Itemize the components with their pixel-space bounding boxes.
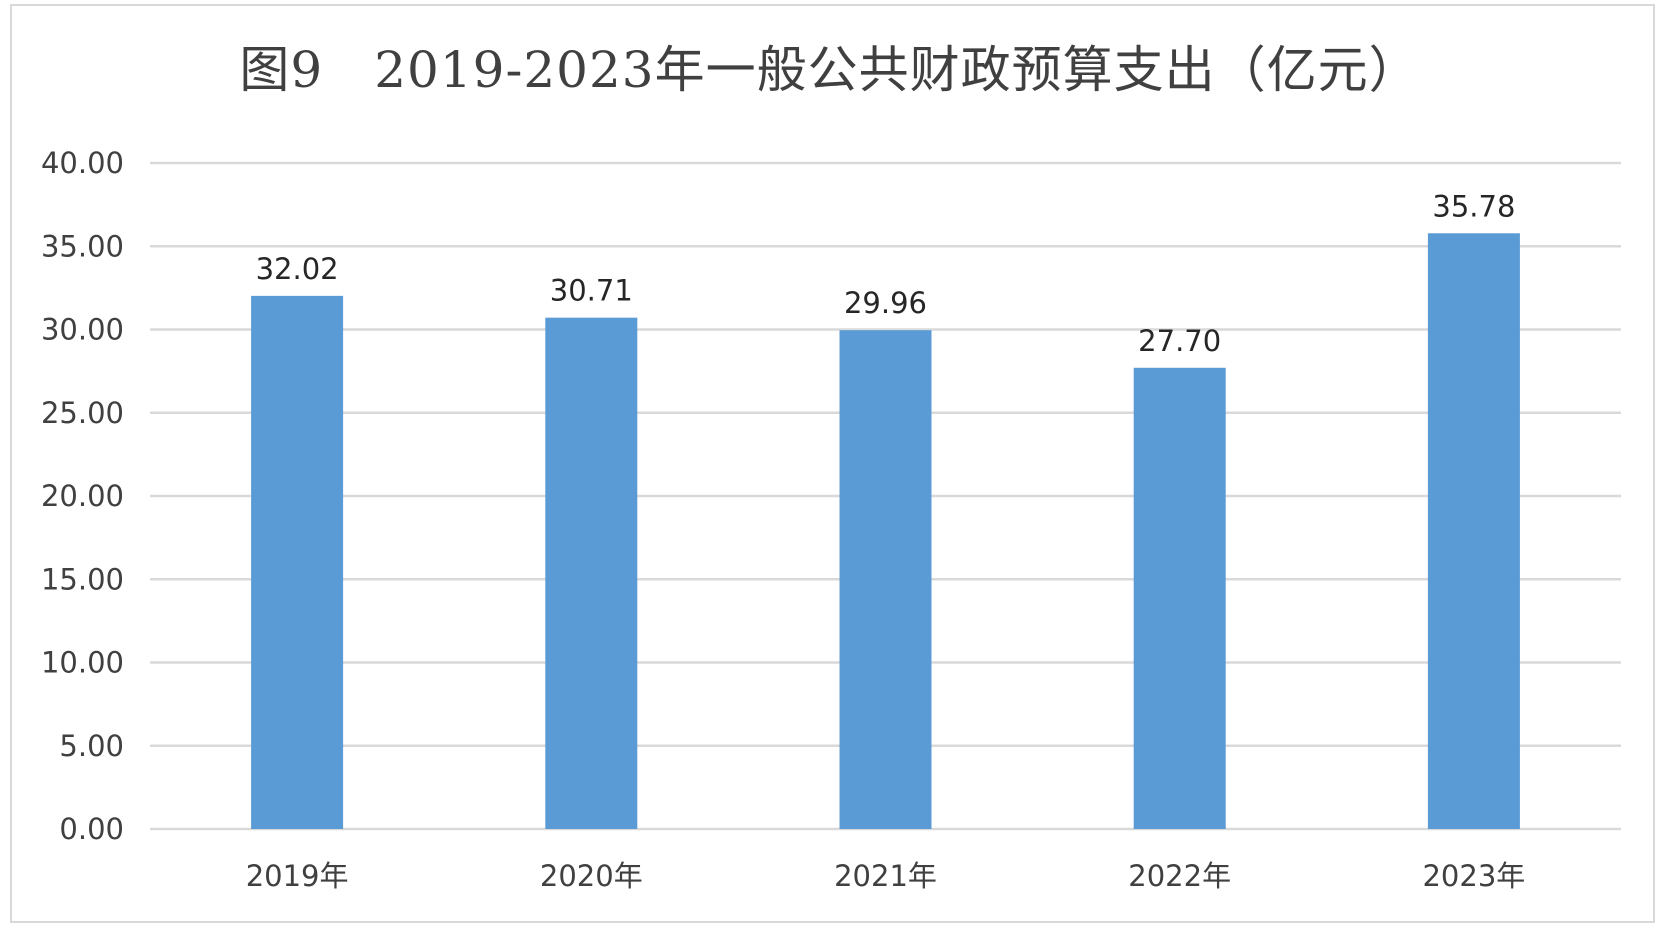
data-label: 35.78 — [1432, 189, 1515, 223]
y-tick-label: 15.00 — [41, 562, 124, 596]
x-tick-label: 2019年 — [246, 859, 349, 893]
x-axis-ticks: 2019年 2020年 2021年 2022年 2023年 — [246, 859, 1526, 893]
y-axis-ticks: 0.00 5.00 10.00 15.00 20.00 25.00 30.00 35.00 40… — [41, 146, 124, 846]
y-tick-label: 20.00 — [41, 479, 124, 513]
bars — [251, 233, 1520, 829]
x-tick-label: 2020年 — [540, 859, 643, 893]
y-tick-label: 25.00 — [41, 396, 124, 430]
bar — [545, 317, 638, 829]
x-tick-label: 2021年 — [834, 859, 937, 893]
x-tick-label: 2022年 — [1128, 859, 1231, 893]
bar — [839, 330, 932, 829]
y-tick-label: 10.00 — [41, 646, 124, 680]
x-tick-label: 2023年 — [1422, 859, 1525, 893]
bar — [251, 295, 344, 829]
y-tick-label: 0.00 — [59, 812, 124, 846]
y-tick-label: 5.00 — [59, 729, 124, 763]
y-tick-label: 40.00 — [41, 146, 124, 180]
data-label: 32.02 — [256, 252, 339, 286]
data-labels: 32.02 30.71 29.96 27.70 35.78 — [256, 189, 1516, 358]
data-label: 30.71 — [550, 274, 633, 308]
bar — [1133, 367, 1226, 829]
chart-title: 图9 2019-2023年一般公共财政预算支出（亿元） — [239, 41, 1420, 99]
bar — [1427, 233, 1520, 829]
data-label: 29.96 — [844, 286, 927, 320]
y-tick-label: 35.00 — [41, 229, 124, 263]
data-label: 27.70 — [1138, 324, 1221, 358]
y-tick-label: 30.00 — [41, 313, 124, 347]
